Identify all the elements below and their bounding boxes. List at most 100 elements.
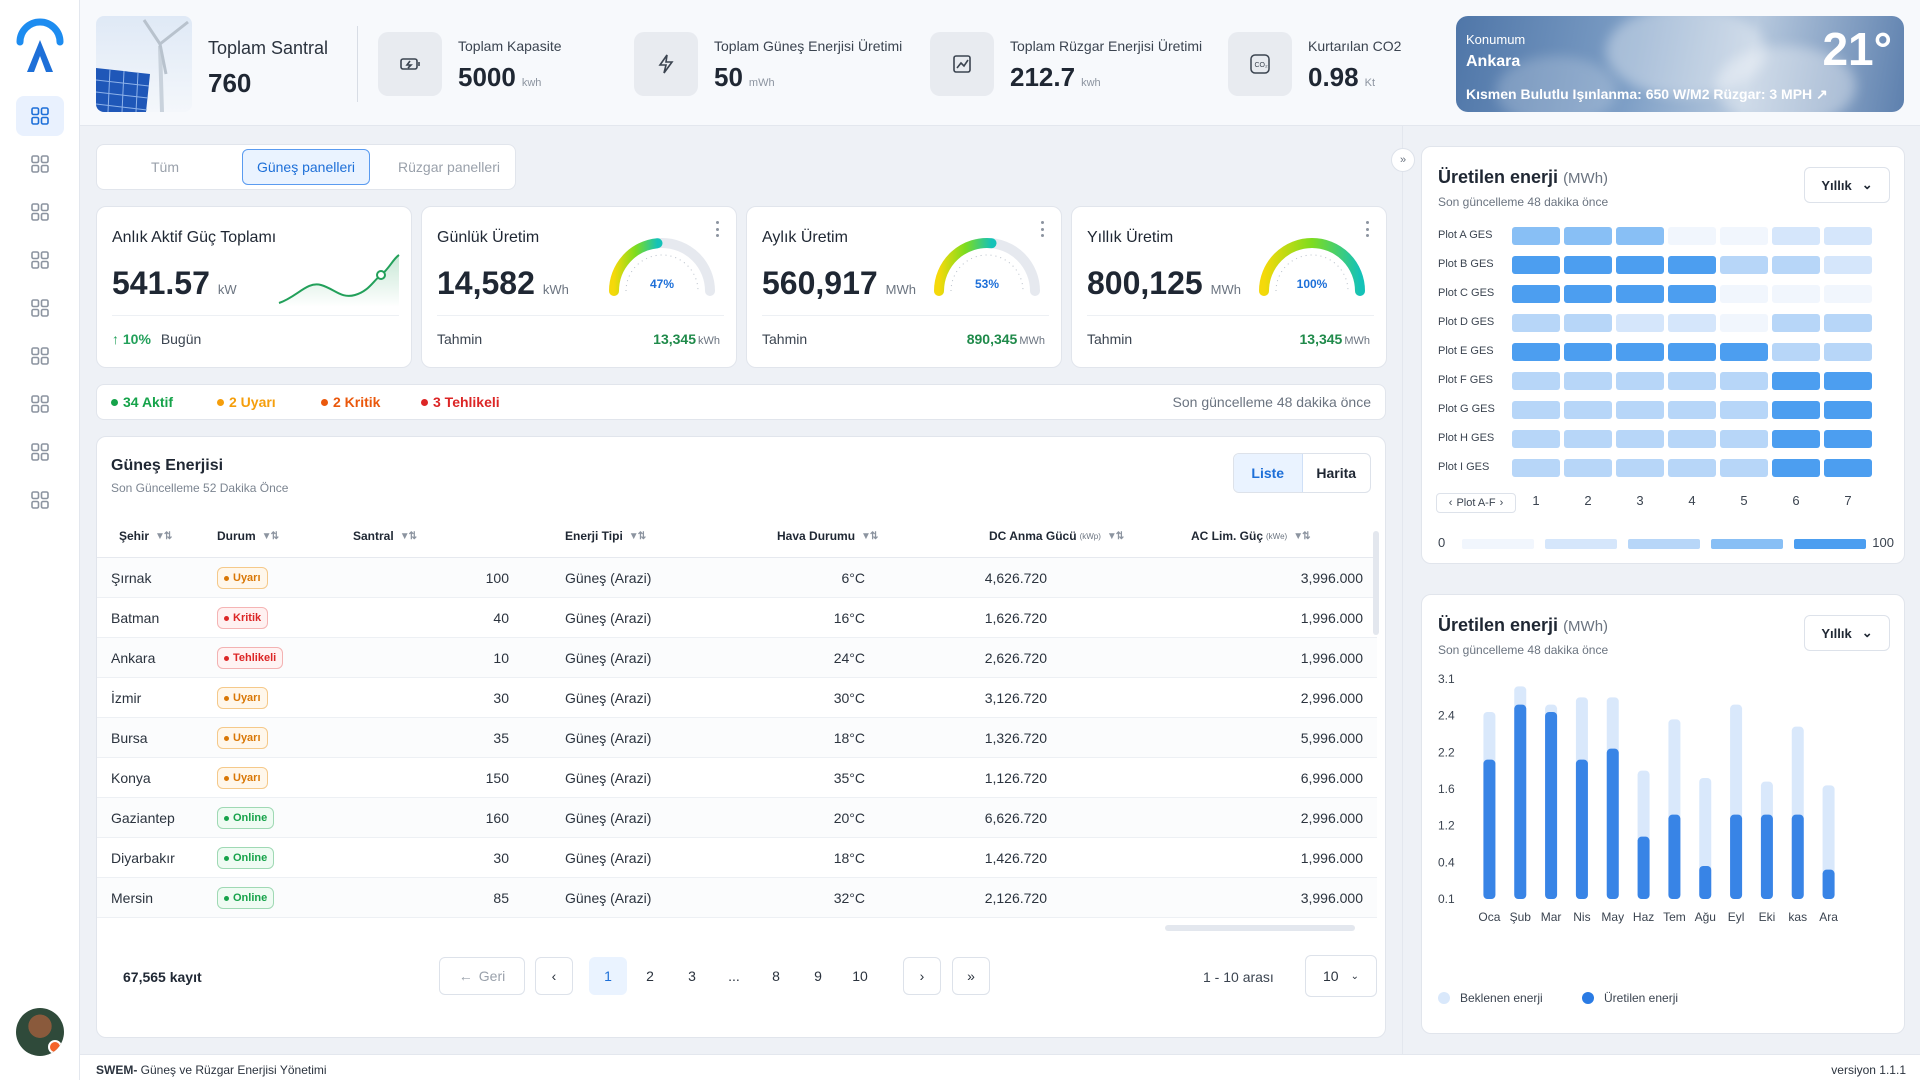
weather-card[interactable]: Konumum Ankara 21° Kısmen Bulutlu Işınla… bbox=[1456, 16, 1904, 112]
header-ac[interactable]: AC Lim. Güç (kWe) ▼⇅ bbox=[1191, 529, 1311, 543]
heatmap-cell[interactable] bbox=[1824, 314, 1872, 332]
heatmap-cell[interactable] bbox=[1564, 430, 1612, 448]
heatmap-cell[interactable] bbox=[1772, 372, 1820, 390]
heatmap-cell[interactable] bbox=[1824, 401, 1872, 419]
heatmap-cell[interactable] bbox=[1512, 459, 1560, 477]
heatmap-cell[interactable] bbox=[1512, 256, 1560, 274]
heatmap-cell[interactable] bbox=[1824, 343, 1872, 361]
heatmap-cell[interactable] bbox=[1772, 285, 1820, 303]
more-icon[interactable] bbox=[1364, 221, 1370, 237]
table-row[interactable]: Konya 150 Güneş (Arazi) 35°C 1,126.720 6,996.… bbox=[97, 758, 1377, 798]
bar-produced[interactable] bbox=[1637, 836, 1650, 899]
sidebar-item-6[interactable] bbox=[16, 336, 64, 376]
heatmap-cell[interactable] bbox=[1772, 401, 1820, 419]
heatmap-cell[interactable] bbox=[1564, 314, 1612, 332]
filter-sort-icon[interactable]: ▼⇅ bbox=[261, 530, 279, 542]
bar-produced[interactable] bbox=[1606, 748, 1619, 899]
heatmap-cell[interactable] bbox=[1824, 227, 1872, 245]
heatmap-cell[interactable] bbox=[1616, 372, 1664, 390]
sidebar-item-1[interactable] bbox=[16, 96, 64, 136]
collapse-panel-icon[interactable]: » bbox=[1391, 148, 1415, 172]
bar-produced[interactable] bbox=[1822, 869, 1835, 899]
sidebar-item-2[interactable] bbox=[16, 144, 64, 184]
heatmap-cell[interactable] bbox=[1564, 285, 1612, 303]
heatmap-cell[interactable] bbox=[1616, 343, 1664, 361]
filter-sort-icon[interactable]: ▼⇅ bbox=[155, 530, 172, 542]
table-row[interactable]: Mersin 85 Güneş (Arazi) 32°C 2,126.720 3,996.… bbox=[97, 878, 1377, 918]
bar-produced[interactable] bbox=[1730, 814, 1743, 899]
table-row[interactable]: Diyarbakır 30 Güneş (Arazi) 18°C 1,426.720 1,… bbox=[97, 838, 1377, 878]
heatmap-cell[interactable] bbox=[1772, 430, 1820, 448]
heatmap-cell[interactable] bbox=[1720, 372, 1768, 390]
table-row[interactable]: Ankara 10 Güneş (Arazi) 24°C 2,626.720 1,996.… bbox=[97, 638, 1377, 678]
heatmap-cell[interactable] bbox=[1720, 430, 1768, 448]
heatmap-cell[interactable] bbox=[1512, 285, 1560, 303]
status-critical[interactable]: 2 Kritik bbox=[321, 394, 380, 410]
heatmap-cell[interactable] bbox=[1720, 227, 1768, 245]
heatmap-cell[interactable] bbox=[1772, 227, 1820, 245]
bar-produced[interactable] bbox=[1514, 704, 1527, 899]
tab-solar[interactable]: Güneş panelleri bbox=[242, 149, 370, 185]
heatmap-cell[interactable] bbox=[1564, 227, 1612, 245]
heatmap-cell[interactable] bbox=[1772, 314, 1820, 332]
heatmap-cell[interactable] bbox=[1512, 227, 1560, 245]
heatmap-cell[interactable] bbox=[1512, 343, 1560, 361]
page-8[interactable]: 8 bbox=[772, 968, 780, 984]
heatmap-cell[interactable] bbox=[1668, 256, 1716, 274]
chevron-left-icon[interactable]: ‹ bbox=[1448, 497, 1453, 509]
sidebar-item-7[interactable] bbox=[16, 384, 64, 424]
page-next-button[interactable]: › bbox=[903, 957, 941, 995]
user-avatar[interactable] bbox=[16, 1008, 64, 1056]
view-list-button[interactable]: Liste bbox=[1234, 454, 1303, 492]
sidebar-item-3[interactable] bbox=[16, 192, 64, 232]
heatmap-cell[interactable] bbox=[1668, 372, 1716, 390]
header-dc[interactable]: DC Anma Gücü (kWp) ▼⇅ bbox=[989, 529, 1124, 543]
more-icon[interactable] bbox=[1039, 221, 1045, 237]
heatmap-cell[interactable] bbox=[1564, 372, 1612, 390]
heatmap-period-select[interactable]: Yıllık ⌄ bbox=[1804, 167, 1890, 203]
bar-produced[interactable] bbox=[1791, 814, 1804, 899]
heatmap-cell[interactable] bbox=[1824, 285, 1872, 303]
table-row[interactable]: Bursa 35 Güneş (Arazi) 18°C 1,326.720 5,996.0… bbox=[97, 718, 1377, 758]
heatmap-cell[interactable] bbox=[1616, 314, 1664, 332]
sidebar-item-4[interactable] bbox=[16, 240, 64, 280]
heatmap-cell[interactable] bbox=[1616, 256, 1664, 274]
table-row[interactable]: Batman 40 Güneş (Arazi) 16°C 1,626.720 1,996.… bbox=[97, 598, 1377, 638]
heatmap-cell[interactable] bbox=[1668, 314, 1716, 332]
app-logo[interactable] bbox=[15, 18, 65, 74]
page-size-select[interactable]: 10 ⌄ bbox=[1305, 955, 1377, 997]
more-icon[interactable] bbox=[714, 221, 720, 237]
page-9[interactable]: 9 bbox=[814, 968, 822, 984]
heatmap-cell[interactable] bbox=[1720, 285, 1768, 303]
heatmap-cell[interactable] bbox=[1720, 401, 1768, 419]
heatmap-cell[interactable] bbox=[1720, 256, 1768, 274]
status-active[interactable]: 34 Aktif bbox=[111, 394, 173, 410]
heatmap-cell[interactable] bbox=[1668, 285, 1716, 303]
heatmap-cell[interactable] bbox=[1668, 227, 1716, 245]
header-weather[interactable]: Hava Durumu ▼⇅ bbox=[777, 529, 878, 543]
heatmap-cell[interactable] bbox=[1512, 430, 1560, 448]
bar-produced[interactable] bbox=[1760, 814, 1773, 899]
heatmap-cell[interactable] bbox=[1824, 459, 1872, 477]
heatmap-cell[interactable] bbox=[1772, 459, 1820, 477]
status-warning[interactable]: 2 Uyarı bbox=[217, 394, 276, 410]
header-energy-type[interactable]: Enerji Tipi ▼⇅ bbox=[565, 529, 646, 543]
page-1[interactable]: 1 bbox=[589, 957, 627, 995]
heatmap-cell[interactable] bbox=[1668, 430, 1716, 448]
heatmap-cell[interactable] bbox=[1720, 459, 1768, 477]
sidebar-item-8[interactable] bbox=[16, 432, 64, 472]
view-map-button[interactable]: Harita bbox=[1316, 465, 1357, 481]
heatmap-cell[interactable] bbox=[1668, 343, 1716, 361]
chart-period-select[interactable]: Yıllık ⌄ bbox=[1804, 615, 1890, 651]
heatmap-cell[interactable] bbox=[1668, 459, 1716, 477]
filter-sort-icon[interactable]: ▼⇅ bbox=[861, 530, 878, 542]
heatmap-cell[interactable] bbox=[1772, 256, 1820, 274]
heatmap-cell[interactable] bbox=[1772, 343, 1820, 361]
heatmap-cell[interactable] bbox=[1824, 430, 1872, 448]
sidebar-item-5[interactable] bbox=[16, 288, 64, 328]
horizontal-scrollbar[interactable] bbox=[1165, 925, 1355, 931]
page-3[interactable]: 3 bbox=[688, 968, 696, 984]
sidebar-item-9[interactable] bbox=[16, 480, 64, 520]
bar-produced[interactable] bbox=[1699, 866, 1712, 899]
filter-sort-icon[interactable]: ▼⇅ bbox=[1106, 530, 1124, 542]
